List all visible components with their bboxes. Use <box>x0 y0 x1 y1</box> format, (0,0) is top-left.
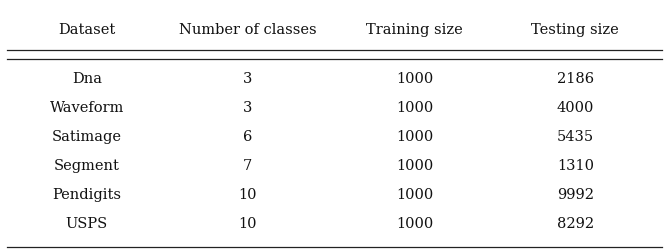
Text: 8292: 8292 <box>557 217 594 231</box>
Text: Waveform: Waveform <box>50 101 124 115</box>
Text: 1000: 1000 <box>396 217 434 231</box>
Text: 6: 6 <box>243 130 252 144</box>
Text: Number of classes: Number of classes <box>179 23 316 37</box>
Text: Dna: Dna <box>72 72 102 86</box>
Text: 1000: 1000 <box>396 130 434 144</box>
Text: Training size: Training size <box>367 23 463 37</box>
Text: 1000: 1000 <box>396 159 434 173</box>
Text: Testing size: Testing size <box>531 23 619 37</box>
Text: 9992: 9992 <box>557 188 594 202</box>
Text: 4000: 4000 <box>557 101 594 115</box>
Text: 1000: 1000 <box>396 101 434 115</box>
Text: Pendigits: Pendigits <box>52 188 122 202</box>
Text: 1000: 1000 <box>396 188 434 202</box>
Text: 3: 3 <box>243 101 252 115</box>
Text: Satimage: Satimage <box>52 130 122 144</box>
Text: USPS: USPS <box>66 217 108 231</box>
Text: 7: 7 <box>243 159 252 173</box>
Text: 3: 3 <box>243 72 252 86</box>
Text: 2186: 2186 <box>557 72 594 86</box>
Text: Segment: Segment <box>54 159 120 173</box>
Text: 5435: 5435 <box>557 130 594 144</box>
Text: Dataset: Dataset <box>58 23 116 37</box>
Text: 1000: 1000 <box>396 72 434 86</box>
Text: 1310: 1310 <box>557 159 594 173</box>
Text: 10: 10 <box>238 188 257 202</box>
Text: 10: 10 <box>238 217 257 231</box>
